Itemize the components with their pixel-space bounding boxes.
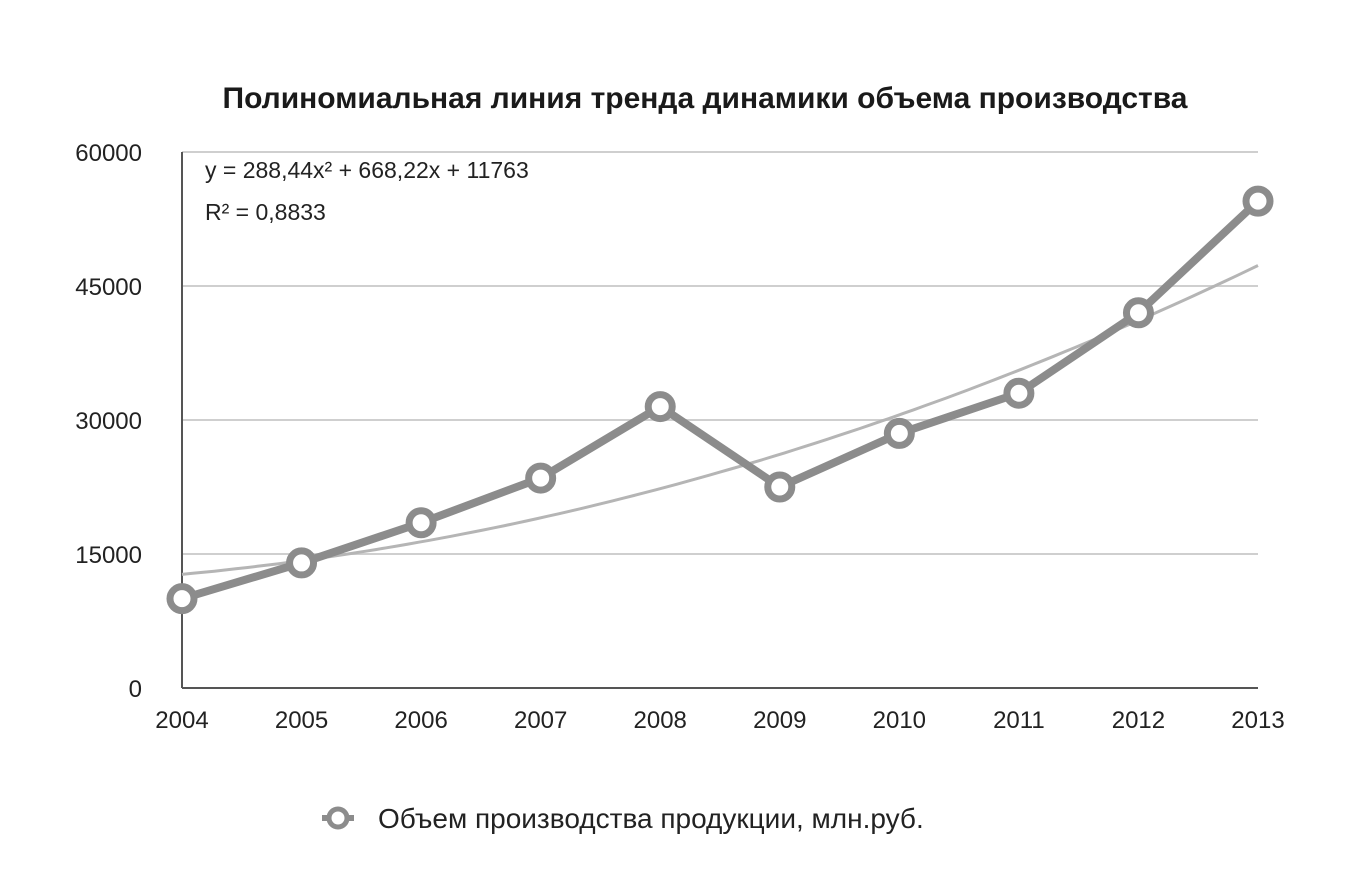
x-tick-labels: 2004 2005 2006 2007 2008 2009 2010 2011 2012 2013 <box>155 707 1284 734</box>
gridlines <box>182 151 1258 555</box>
data-point <box>405 507 437 539</box>
x-tick-label: 2008 <box>634 707 687 734</box>
y-tick-label: 15000 <box>75 542 142 569</box>
trendline-r2: R² = 0,8833 <box>205 199 326 225</box>
series-markers <box>166 185 1274 615</box>
data-point <box>1242 185 1274 217</box>
trendline <box>181 264 1259 576</box>
data-point <box>286 547 318 579</box>
legend-marker-icon <box>326 806 350 830</box>
y-tick-labels: 0 15000 30000 45000 60000 <box>75 140 142 703</box>
data-point <box>764 471 796 503</box>
x-tick-label: 2007 <box>514 707 567 734</box>
legend-label: Объем производства продукции, млн.руб. <box>378 803 924 834</box>
x-tick-label: 2011 <box>993 707 1045 734</box>
x-tick-label: 2005 <box>275 707 328 734</box>
data-point <box>1122 297 1154 329</box>
trendline-equation: y = 288,44x² + 668,22x + 11763 <box>205 157 529 183</box>
y-tick-label: 45000 <box>75 274 142 301</box>
x-tick-label: 2010 <box>873 707 926 734</box>
data-point <box>166 583 198 615</box>
data-point <box>525 462 557 494</box>
y-tick-label: 30000 <box>75 408 142 435</box>
data-point <box>1003 377 1035 409</box>
chart-title: Полиномиальная линия тренда динамики объ… <box>223 82 1188 115</box>
x-tick-label: 2013 <box>1231 707 1284 734</box>
data-point <box>644 391 676 423</box>
x-tick-label: 2006 <box>394 707 447 734</box>
y-tick-label: 60000 <box>75 140 142 167</box>
y-tick-label: 0 <box>129 676 142 703</box>
data-point <box>883 417 915 449</box>
series-line <box>180 198 1261 603</box>
x-tick-label: 2012 <box>1112 707 1165 734</box>
x-tick-label: 2009 <box>753 707 806 734</box>
x-tick-label: 2004 <box>155 707 208 734</box>
legend: Объем производства продукции, млн.руб. <box>322 803 924 834</box>
